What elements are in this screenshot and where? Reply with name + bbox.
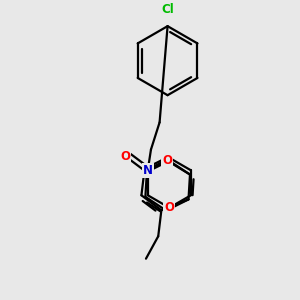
Text: O: O bbox=[164, 201, 174, 214]
Text: O: O bbox=[162, 154, 172, 167]
Text: Cl: Cl bbox=[161, 3, 174, 16]
Text: O: O bbox=[120, 150, 130, 163]
Text: N: N bbox=[143, 164, 153, 177]
